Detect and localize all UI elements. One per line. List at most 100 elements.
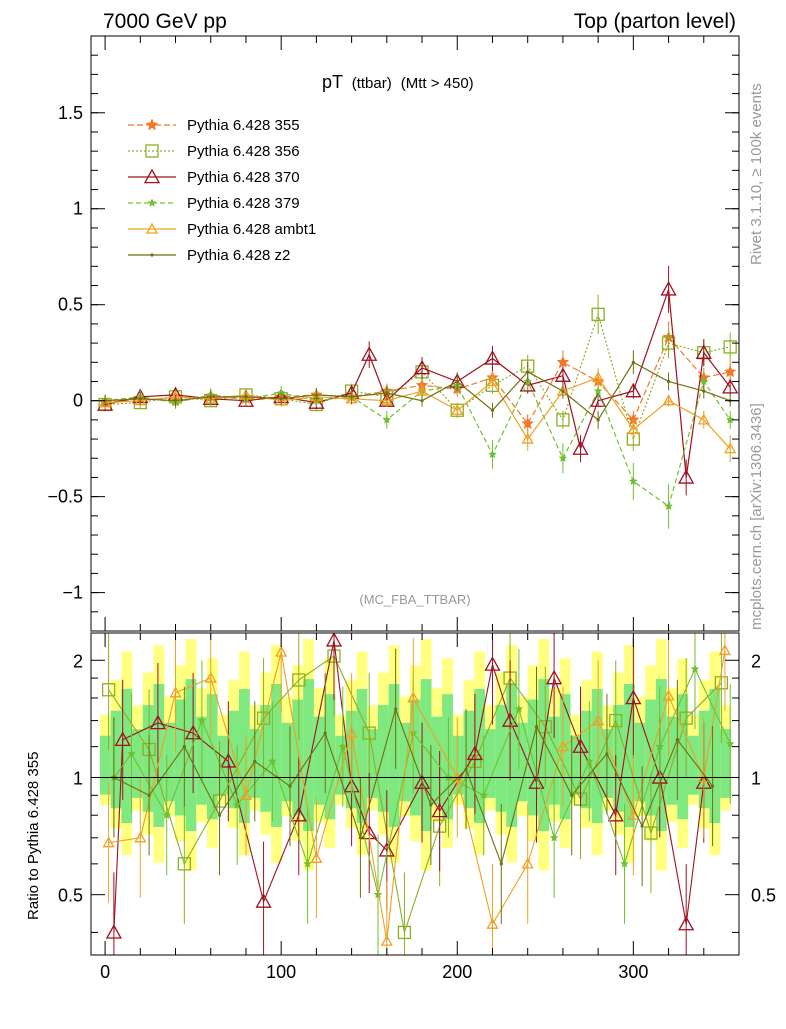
ratio-band-inner	[688, 735, 699, 795]
ratio-data-point	[479, 790, 489, 800]
header-left: 7000 GeV pp	[103, 10, 227, 33]
ratio-data-point	[217, 813, 222, 817]
main-data-point	[308, 394, 325, 409]
ratio-data-point	[380, 934, 393, 946]
main-series-line	[105, 376, 731, 450]
ratio-band-inner	[484, 729, 496, 798]
ratio-series-group	[101, 633, 735, 955]
ratio-band-inner	[260, 705, 272, 812]
ratio-band-inner	[527, 699, 539, 816]
main-data-point	[361, 346, 378, 361]
ratio-data-point	[609, 713, 623, 728]
ratio-data-point	[292, 673, 306, 687]
ratio-band-inner	[356, 689, 368, 824]
ratio-y-tick-label-right: 1	[751, 768, 761, 788]
legend-entry: Pythia 6.428 ambt1	[128, 221, 316, 238]
ratio-data-point	[464, 767, 468, 771]
ratio-data-point	[169, 686, 182, 698]
main-data-point	[592, 371, 605, 383]
ratio-data-point	[627, 808, 640, 820]
main-data-point	[490, 408, 495, 412]
main-data-point	[723, 365, 737, 378]
ratio-data-point	[220, 753, 237, 768]
legend-entry: Pythia 6.428 370	[128, 168, 300, 186]
legend-label: Pythia 6.428 z2	[187, 247, 290, 264]
ratio-band-inner	[452, 735, 464, 795]
ratio-band-inner	[410, 699, 421, 816]
ratio-data-point	[549, 833, 559, 842]
main-data-point	[451, 403, 464, 415]
ratio-data-point	[267, 756, 277, 766]
ratio-data-point	[655, 741, 665, 751]
ratio-data-point	[185, 724, 202, 740]
main-data-point	[666, 379, 671, 384]
ratio-data-point	[710, 784, 715, 788]
main-data-point	[385, 391, 389, 395]
main-data-point	[314, 393, 318, 397]
ratio-data-point	[204, 671, 217, 683]
ratio-band-inner	[431, 716, 443, 805]
ratio-band-inner	[142, 705, 154, 812]
ratio-band-inner	[100, 735, 111, 795]
main-data-point	[382, 415, 392, 424]
x-tick-label: 200	[442, 962, 472, 982]
main-data-point	[521, 417, 535, 430]
ratio-band-inner	[174, 699, 186, 816]
ratio-band-inner	[292, 699, 304, 816]
legend-marker	[143, 168, 161, 184]
ratio-data-point	[101, 683, 116, 697]
ratio-data-point	[675, 738, 679, 742]
ratio-data-point	[290, 806, 307, 822]
ratio-band-inner	[303, 679, 314, 831]
ratio-data-point	[162, 810, 172, 819]
main-data-point	[591, 307, 605, 321]
main-data-point	[697, 413, 710, 425]
main-y-tick-label: 1	[73, 199, 83, 219]
main-series	[103, 350, 732, 429]
ratio-band-inner	[495, 705, 507, 812]
main-data-point	[486, 375, 499, 387]
ratio-band-inner	[335, 735, 347, 795]
main-data-point	[572, 440, 589, 455]
legend-label: Pythia 6.428 370	[187, 169, 300, 186]
ratio-data-point	[394, 707, 398, 711]
main-data-point	[209, 395, 213, 399]
legend-label: Pythia 6.428 379	[187, 195, 300, 212]
main-data-point	[413, 359, 431, 375]
main-data-point	[699, 376, 709, 386]
plot-title-main: pT	[322, 72, 343, 92]
ratio-series	[102, 633, 732, 955]
main-data-point	[279, 397, 283, 401]
ratio-data-point	[397, 925, 412, 940]
main-data-point	[558, 453, 568, 463]
ratio-data-point	[584, 756, 594, 766]
ratio-data-point	[338, 741, 348, 751]
ratio-uncertainty-bands	[100, 638, 731, 871]
ratio-data-point	[690, 664, 700, 673]
ratio-y-tick-label-right: 2	[751, 651, 761, 671]
ratio-data-point	[114, 731, 131, 746]
ratio-band-inner	[110, 710, 122, 809]
main-data-point	[455, 379, 459, 384]
legend-label: Pythia 6.428 355	[187, 117, 300, 134]
ratio-band-inner	[591, 689, 603, 824]
main-data-point	[631, 360, 635, 364]
ratio-band-inner	[634, 722, 646, 802]
rivet-label: Rivet 3.1.10, ≥ 100k events	[748, 83, 765, 265]
ratio-data-point	[640, 824, 644, 828]
ratio-data-point	[605, 752, 609, 756]
ratio-data-point	[255, 893, 272, 908]
ratio-series	[112, 648, 715, 924]
main-series	[98, 368, 737, 463]
ratio-band-inner	[206, 694, 218, 820]
ratio-data-point	[620, 859, 629, 868]
ratio-data-point	[718, 644, 732, 656]
ratio-data-point	[413, 774, 431, 789]
main-data-point	[561, 389, 565, 393]
ratio-band-inner	[709, 689, 721, 824]
ratio-data-point	[239, 788, 253, 800]
ratio-data-point	[644, 826, 658, 840]
ratio-band-inner	[121, 689, 133, 824]
legend-marker	[145, 222, 159, 234]
